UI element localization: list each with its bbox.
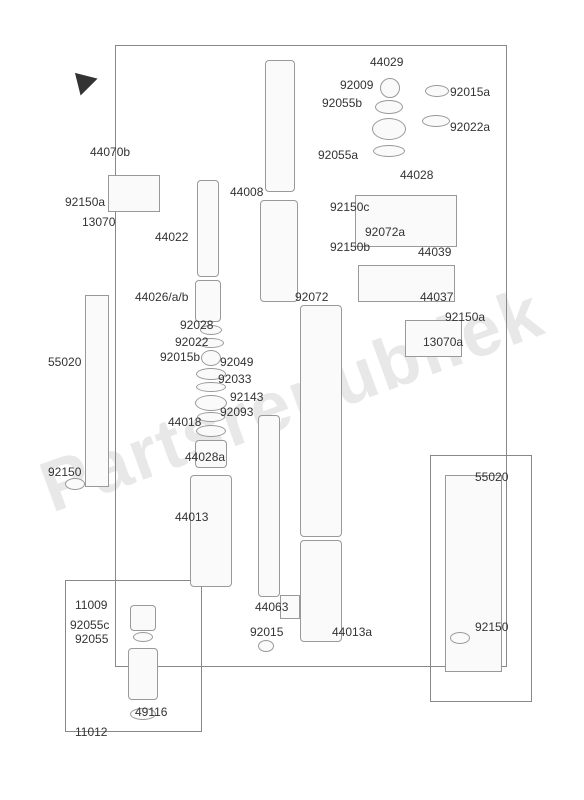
label-92055a: 92055a (318, 148, 358, 162)
part-guard-55020-l (85, 295, 109, 487)
label-92055b: 92055b (322, 96, 362, 110)
label-44039: 44039 (418, 245, 451, 259)
label-44063: 44063 (255, 600, 288, 614)
part-piston-assy (372, 118, 406, 140)
label-13070a: 13070a (423, 335, 463, 349)
part-bolt-92150-bl (65, 478, 85, 490)
label-44018: 44018 (168, 415, 201, 429)
part-bolt-92015 (258, 640, 274, 652)
label-11009: 11009 (75, 598, 107, 612)
label-92022: 92022 (175, 335, 208, 349)
label-92055: 92055 (75, 632, 108, 646)
part-holder-13070 (108, 175, 160, 212)
label-92028: 92028 (180, 318, 213, 332)
part-outer-tube-44013 (190, 475, 232, 587)
label-92072: 92072 (295, 290, 328, 304)
part-oring-92055b (375, 100, 403, 114)
part-bolt-92150-br (450, 632, 470, 644)
part-spring-44026 (195, 280, 221, 322)
label-13070: 13070 (82, 215, 115, 229)
label-92055c: 92055c (70, 618, 109, 632)
label-92093: 92093 (220, 405, 253, 419)
label-55020-r: 55020 (475, 470, 508, 484)
part-damper-44063 (258, 415, 280, 597)
label-92150b: 92150b (330, 240, 370, 254)
label-92015b: 92015b (160, 350, 200, 364)
part-tube-44008 (260, 200, 298, 302)
label-92150-bl: 92150 (48, 465, 81, 479)
label-92150a-tl: 92150a (65, 195, 105, 209)
label-92049: 92049 (220, 355, 253, 369)
label-44026: 44026/a/b (135, 290, 188, 304)
label-44008: 44008 (230, 185, 263, 199)
label-49116: 49116 (135, 705, 167, 719)
part-screw-92009 (380, 78, 400, 98)
label-92033: 92033 (218, 372, 251, 386)
part-gasket-11009 (130, 605, 156, 631)
label-44029: 44029 (370, 55, 403, 69)
label-44013a: 44013a (332, 625, 372, 639)
part-stem-44039 (355, 195, 457, 247)
label-44013: 44013 (175, 510, 208, 524)
orientation-arrow (66, 64, 97, 95)
label-92072a: 92072a (365, 225, 405, 239)
part-nut-92015b (201, 350, 221, 366)
part-nut-92015a (425, 85, 449, 97)
label-92009: 92009 (340, 78, 373, 92)
label-11012: 11012 (75, 725, 107, 739)
label-92150-br: 92150 (475, 620, 508, 634)
part-oring-92055a (373, 145, 405, 157)
part-valve-49116 (128, 648, 158, 700)
label-44028: 44028 (400, 168, 433, 182)
label-44028a: 44028a (185, 450, 225, 464)
part-damper-rod-44022 (197, 180, 219, 277)
label-92143: 92143 (230, 390, 263, 404)
part-inner-tube-upper (265, 60, 295, 192)
label-92015: 92015 (250, 625, 283, 639)
label-92150a-tr: 92150a (445, 310, 485, 324)
part-oring-92055c (133, 632, 153, 642)
part-washer-92022a (422, 115, 450, 127)
label-92022a: 92022a (450, 120, 490, 134)
label-44037: 44037 (420, 290, 453, 304)
label-92015a: 92015a (450, 85, 490, 99)
label-44022: 44022 (155, 230, 188, 244)
label-44070b: 44070b (90, 145, 130, 159)
label-55020-l: 55020 (48, 355, 81, 369)
part-fork-tube-main (300, 305, 342, 537)
label-92150c: 92150c (330, 200, 369, 214)
